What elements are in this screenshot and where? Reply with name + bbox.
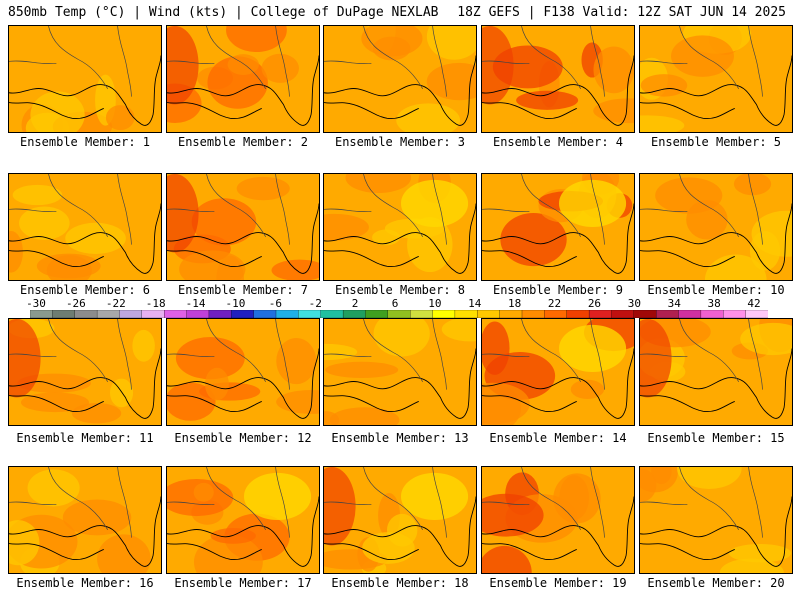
ensemble-member-label: Ensemble Member: 12 — [174, 431, 312, 445]
ensemble-member-label: Ensemble Member: 18 — [331, 576, 469, 590]
ensemble-member-label: Ensemble Member: 6 — [19, 283, 151, 297]
ensemble-member-label: Ensemble Member: 19 — [489, 576, 627, 590]
colorbar-swatch — [119, 310, 143, 318]
colorbar-tick-label: -18 — [145, 297, 166, 310]
map-title: 850mb Temp (°C) | Wind (kts) | College o… — [8, 5, 439, 20]
ensemble-member-map — [8, 466, 162, 574]
colorbar-tick-label: -2 — [308, 297, 322, 310]
colorbar-swatch — [365, 310, 389, 318]
ensemble-member-label: Ensemble Member: 17 — [174, 576, 312, 590]
ensemble-member-map — [323, 173, 477, 281]
ensemble-member-label: Ensemble Member: 14 — [489, 431, 627, 445]
colorbar-swatch — [387, 310, 411, 318]
ensemble-member-label: Ensemble Member: 5 — [650, 135, 782, 149]
colorbar-tick-label: -30 — [26, 297, 46, 310]
colorbar-swatch — [544, 310, 568, 318]
ensemble-member-label: Ensemble Member: 15 — [647, 431, 785, 445]
colorbar-swatch — [52, 310, 76, 318]
colorbar-swatch — [275, 310, 299, 318]
colorbar-tick-label: 10 — [428, 297, 442, 310]
colorbar-swatch — [611, 310, 635, 318]
ensemble-member-label: Ensemble Member: 9 — [492, 283, 624, 297]
ensemble-member-label: Ensemble Member: 10 — [647, 283, 785, 297]
colorbar-tick-label: -10 — [225, 297, 246, 310]
ensemble-member-map — [166, 173, 320, 281]
colorbar-swatch — [678, 310, 702, 318]
colorbar-tick-label: 22 — [547, 297, 562, 310]
colorbar-tick-label: 2 — [351, 297, 359, 310]
ensemble-member-map — [8, 318, 162, 426]
colorbar-swatch — [298, 310, 322, 318]
colorbar-swatch — [141, 310, 165, 318]
ensemble-member-map — [639, 318, 793, 426]
ensemble-member-map — [323, 466, 477, 574]
ensemble-member-label: Ensemble Member: 13 — [331, 431, 469, 445]
temperature-colorbar — [30, 310, 768, 318]
colorbar-tick-label: 18 — [508, 297, 522, 310]
colorbar-swatch — [633, 310, 657, 318]
colorbar-swatch — [320, 310, 344, 318]
colorbar-tick-label: 42 — [747, 297, 761, 310]
colorbar-swatch — [723, 310, 747, 318]
ensemble-member-map — [639, 25, 793, 133]
colorbar-swatch — [30, 310, 53, 318]
colorbar-swatch — [521, 310, 545, 318]
ensemble-member-map — [8, 25, 162, 133]
colorbar-swatch — [499, 310, 523, 318]
colorbar-swatch — [477, 310, 501, 318]
colorbar-swatch — [454, 310, 478, 318]
ensemble-member-label: Ensemble Member: 11 — [16, 431, 154, 445]
colorbar-tick-label: 14 — [468, 297, 482, 310]
ensemble-member-map — [166, 466, 320, 574]
colorbar-swatch — [74, 310, 98, 318]
colorbar-tick-label: 34 — [667, 297, 681, 310]
ensemble-member-label: Ensemble Member: 20 — [647, 576, 785, 590]
colorbar-tick-label: 38 — [707, 297, 721, 310]
ensemble-member-label: Ensemble Member: 7 — [177, 283, 309, 297]
ensemble-member-label: Ensemble Member: 4 — [492, 135, 624, 149]
ensemble-member-map — [639, 466, 793, 574]
ensemble-member-map — [166, 318, 320, 426]
ensemble-member-label: Ensemble Member: 8 — [334, 283, 466, 297]
ensemble-member-label: Ensemble Member: 16 — [16, 576, 154, 590]
colorbar-swatch — [432, 310, 456, 318]
ensemble-member-map — [8, 173, 162, 281]
colorbar-swatch — [164, 310, 187, 318]
colorbar-swatch — [231, 310, 255, 318]
colorbar-swatch — [410, 310, 433, 318]
ensemble-member-map — [481, 173, 635, 281]
ensemble-member-map — [481, 318, 635, 426]
colorbar-swatch — [656, 310, 679, 318]
ensemble-member-map — [481, 466, 635, 574]
colorbar-tick-label: 26 — [587, 297, 602, 310]
ensemble-member-map — [639, 173, 793, 281]
ensemble-member-map — [323, 318, 477, 426]
ensemble-member-label: Ensemble Member: 2 — [177, 135, 309, 149]
colorbar-swatch — [208, 310, 232, 318]
colorbar-swatch — [253, 310, 277, 318]
colorbar-tick-label: -14 — [185, 297, 206, 310]
ensemble-member-map — [166, 25, 320, 133]
colorbar-swatch — [588, 310, 612, 318]
colorbar-swatch — [700, 310, 724, 318]
colorbar-swatch — [745, 310, 768, 318]
colorbar-swatch — [342, 310, 366, 318]
colorbar-tick-label: -22 — [105, 297, 126, 310]
colorbar-swatch — [566, 310, 590, 318]
colorbar-swatch — [186, 310, 210, 318]
ensemble-member-label: Ensemble Member: 1 — [19, 135, 151, 149]
colorbar-swatch — [96, 310, 120, 318]
ensemble-member-label: Ensemble Member: 3 — [334, 135, 466, 149]
colorbar-tick-label: -6 — [268, 297, 282, 310]
run-valid-time: 18Z GEFS | F138 Valid: 12Z SAT JUN 14 20… — [457, 5, 786, 20]
colorbar-tick-label: -26 — [65, 297, 86, 310]
colorbar-tick-label: 30 — [627, 297, 641, 310]
colorbar-tick-label: 6 — [391, 297, 399, 310]
ensemble-member-map — [323, 25, 477, 133]
ensemble-member-map — [481, 25, 635, 133]
